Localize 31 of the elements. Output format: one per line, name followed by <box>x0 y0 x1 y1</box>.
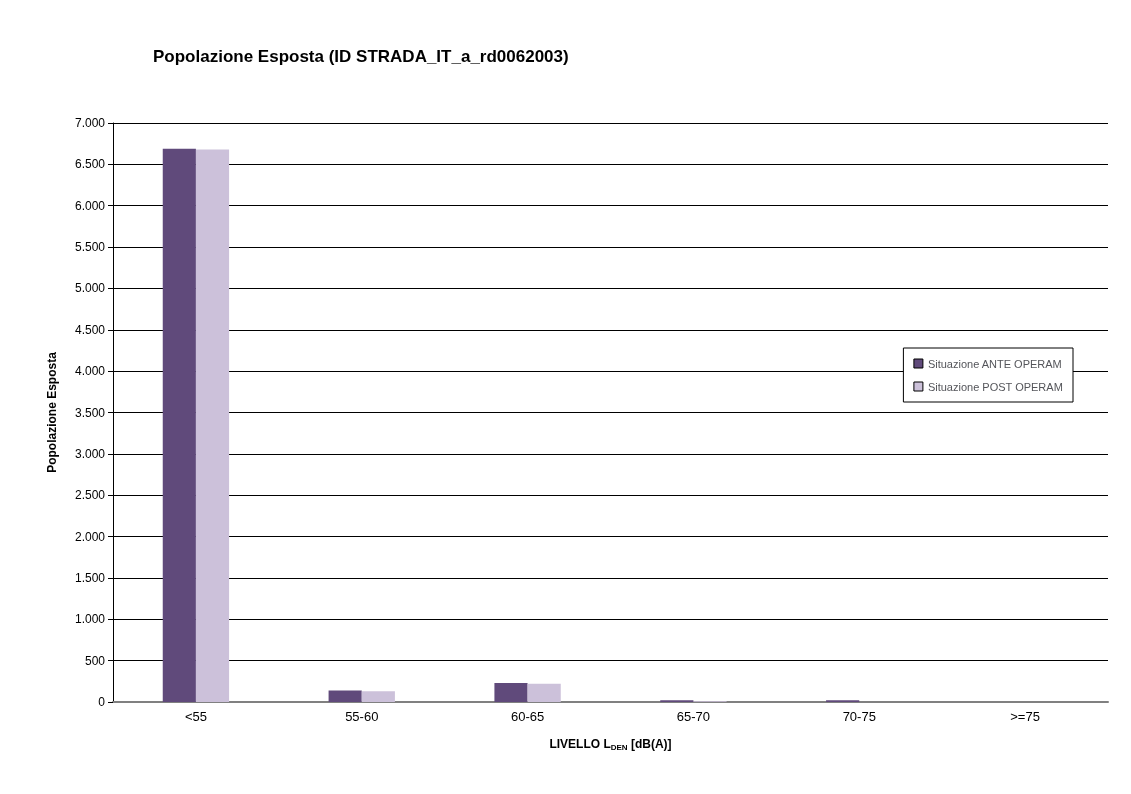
y-tick-label: 5.000 <box>74 281 106 296</box>
y-tick-label: 6.500 <box>74 157 106 172</box>
y-tick-label: 4.000 <box>74 364 106 379</box>
y-tick-label: 6.000 <box>74 198 106 213</box>
bar <box>361 691 395 702</box>
x-tick-label: 70-75 <box>842 709 876 724</box>
y-tick-label: 2.500 <box>74 488 106 503</box>
bar <box>527 683 561 702</box>
y-tick-label: 1.500 <box>74 570 106 585</box>
x-tick-label: >=75 <box>1010 709 1040 724</box>
x-tick-label: 55-60 <box>345 709 379 724</box>
x-tick-label: 60-65 <box>510 709 545 724</box>
legend-label: Situazione ANTE OPERAM <box>927 357 1062 370</box>
y-tick-label: 4.500 <box>74 322 106 337</box>
y-tick-label: 0 <box>98 695 106 709</box>
chart-title: Popolazione Esposta (ID STRADA_IT_a_rd0062003) <box>153 47 569 66</box>
y-axis-title: Popolazione Esposta <box>45 351 59 473</box>
x-tick-label: 65-70 <box>676 709 711 724</box>
x-tick-label: <55 <box>184 709 207 724</box>
y-tick-label: 500 <box>84 653 106 668</box>
bar <box>195 149 230 702</box>
y-tick-label: 3.000 <box>74 446 106 461</box>
y-tick-label: 1.000 <box>74 612 106 627</box>
y-tick-label: 7.000 <box>74 116 106 130</box>
y-tick-label: 2.000 <box>74 529 106 544</box>
legend-label: Situazione POST OPERAM <box>927 380 1063 393</box>
bar <box>494 682 528 702</box>
y-tick-label: 3.500 <box>74 405 106 420</box>
bar <box>328 690 362 702</box>
bar <box>162 148 196 702</box>
y-tick-label: 5.500 <box>74 240 106 255</box>
